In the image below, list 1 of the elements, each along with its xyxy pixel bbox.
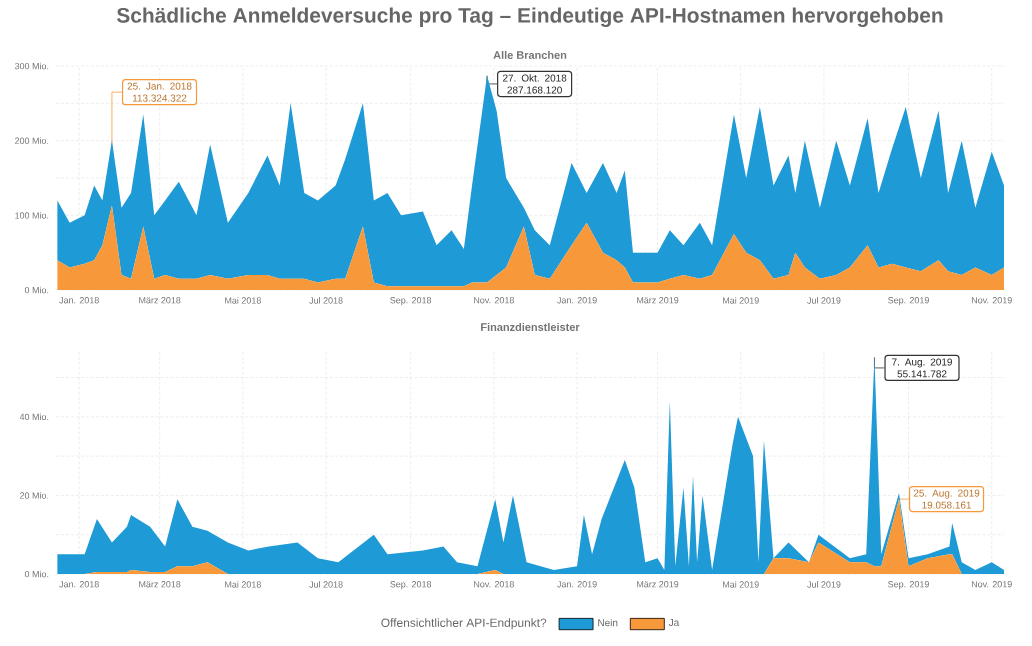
chart-title: Schädliche Anmeldeversuche pro Tag – Eindeutige API-Hostnamen hervorgehoben: [116, 7, 943, 28]
